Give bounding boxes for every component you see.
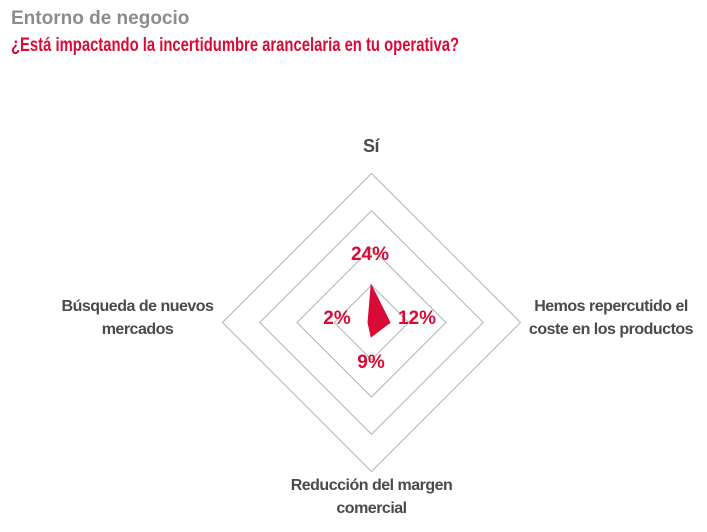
section-kicker: Entorno de negocio — [11, 8, 190, 29]
axis-label-line: coste en los productos — [528, 321, 694, 338]
axis-label-bottom: Reducción del margen comercial — [284, 474, 459, 520]
radar-grid-ring — [333, 284, 410, 361]
radar-grid-ring — [259, 210, 484, 435]
axis-label-line: Búsqueda de nuevos — [61, 298, 214, 315]
axis-label-line: Hemos repercutido el — [534, 298, 688, 315]
value-label-mercados: 2% — [323, 308, 351, 329]
value-label-margen: 9% — [357, 352, 385, 373]
radar-grid-ring — [221, 172, 522, 473]
axis-label-left: Búsqueda de nuevos mercados — [55, 295, 220, 341]
value-label-repercutido: 12% — [397, 308, 437, 329]
axis-label-line: comercial — [336, 500, 407, 517]
axis-label-line: mercados — [101, 321, 174, 338]
chart-title: ¿Está impactando la incertidumbre arance… — [11, 35, 460, 56]
axis-label-right: Hemos repercutido el coste en los produc… — [516, 295, 706, 341]
value-label-si: 24% — [350, 244, 390, 265]
radar-data-polygon — [367, 283, 391, 338]
radar-grid-ring — [296, 247, 447, 398]
axis-label-si: Sí — [362, 136, 380, 156]
axis-label-line: Reducción del margen — [290, 477, 453, 494]
